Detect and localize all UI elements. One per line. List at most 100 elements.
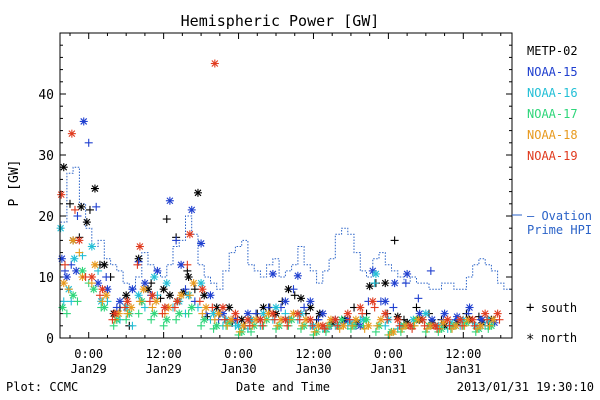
north-point-metp-02 [165,291,174,300]
south-point-noaa-19 [420,321,429,330]
south-point-metp-02 [85,205,94,214]
north-point-noaa-19 [148,291,157,300]
north-point-noaa-15 [281,297,290,306]
south-point-noaa-18 [210,315,219,324]
north-point-noaa-15 [197,239,206,248]
north-point-noaa-15 [187,205,196,214]
south-point-noaa-15 [73,212,82,220]
north-point-noaa-18 [389,327,398,336]
legend-entry-noaa-16: NOAA-16 [527,86,578,100]
y-tick-label: 10 [38,271,54,286]
north-point-noaa-18 [90,260,99,269]
data-points [56,59,504,339]
north-point-noaa-16 [87,242,96,251]
south-point-noaa-19 [70,205,79,214]
x-tick-day-label: Jan30 [220,362,256,376]
north-point-noaa-18 [439,318,448,327]
north-point-noaa-16 [162,279,171,288]
x-tick-time-label: 0:00 [374,347,403,361]
north-point-noaa-17 [69,291,78,300]
north-point-noaa-19 [173,297,182,306]
y-tick-label: 20 [38,210,54,225]
north-point-noaa-19 [98,285,107,294]
marker-legend-south-label: south [541,301,577,315]
south-point-noaa-19 [395,321,404,330]
north-point-noaa-15 [403,269,412,278]
north-point-noaa-15 [243,309,252,318]
south-point-noaa-16 [140,303,149,312]
north-point-noaa-19 [87,273,96,281]
south-point-noaa-19 [233,315,242,324]
south-point-noaa-15 [300,303,309,312]
south-point-noaa-19 [258,321,267,330]
north-point-noaa-15 [415,309,424,318]
north-point-noaa-19 [381,309,390,318]
south-point-noaa-18 [485,321,494,330]
north-point-noaa-15 [140,279,149,288]
north-point-noaa-16 [134,291,143,300]
north-point-noaa-19 [281,315,290,324]
x-axis-label: Date and Time [236,380,330,394]
north-point-metp-02 [100,260,109,269]
north-point-noaa-16 [70,254,79,263]
north-point-noaa-19 [256,315,265,324]
south-point-noaa-19 [108,315,117,324]
south-point-noaa-18 [148,303,157,312]
north-point-noaa-15 [318,309,327,318]
north-point-noaa-18 [177,291,186,300]
south-point-noaa-17 [247,327,256,336]
north-point-noaa-16 [197,279,206,288]
ovation-legend: — Ovation Prime HPI [527,209,592,237]
south-point-noaa-18 [75,248,84,257]
north-point-noaa-19 [468,315,477,324]
legend-entry-metp-02: METP-02 [527,44,578,58]
north-point-noaa-15 [440,309,449,318]
south-point-noaa-15 [92,202,101,211]
legend-entry-noaa-17: NOAA-17 [527,107,578,121]
north-point-noaa-15 [206,291,215,300]
ovation-step-path [60,166,511,290]
north-point-noaa-19 [318,321,327,330]
south-point-noaa-19 [220,315,229,324]
south-point-noaa-17 [134,309,143,318]
north-point-noaa-19 [443,315,452,324]
x-tick-day-label: Jan30 [295,362,331,376]
north-point-noaa-19 [356,303,365,312]
south-point-noaa-18 [273,321,282,330]
north-point-metp-02 [59,163,68,172]
south-point-noaa-19 [245,321,254,330]
south-point-noaa-19 [283,321,292,330]
south-point-metp-02 [190,285,199,294]
north-point-noaa-19 [110,309,119,318]
south-point-noaa-19 [383,315,392,324]
north-point-noaa-17 [150,309,159,318]
north-point-noaa-15 [428,315,437,324]
north-point-noaa-19 [393,315,402,324]
north-point-metp-02 [365,282,374,291]
south-point-noaa-18 [135,297,144,306]
south-point-noaa-18 [123,309,132,318]
north-point-metp-02 [82,218,91,227]
north-point-noaa-15 [268,269,277,278]
north-point-noaa-15 [72,266,81,275]
south-point-noaa-18 [298,321,307,330]
north-point-noaa-18 [239,321,248,330]
south-point-noaa-16 [94,266,103,275]
y-tick-label: 40 [38,88,54,103]
ovation-prime-hpi-line [60,166,511,290]
south-point-noaa-19 [270,315,279,324]
north-point-noaa-19 [493,309,502,318]
south-point-noaa-19 [345,315,354,324]
south-point-noaa-16 [59,297,68,306]
north-point-noaa-17 [89,285,98,294]
south-point-noaa-18 [348,321,357,330]
north-point-noaa-18 [127,303,136,312]
legend-entry-noaa-19: NOAA-19 [527,149,578,163]
north-point-noaa-19 [456,315,465,324]
north-point-noaa-17 [187,303,196,312]
legend-entry-noaa-15: NOAA-15 [527,65,578,79]
north-point-noaa-15 [62,273,71,281]
north-point-noaa-19 [481,309,490,318]
south-point-noaa-15 [289,285,298,294]
